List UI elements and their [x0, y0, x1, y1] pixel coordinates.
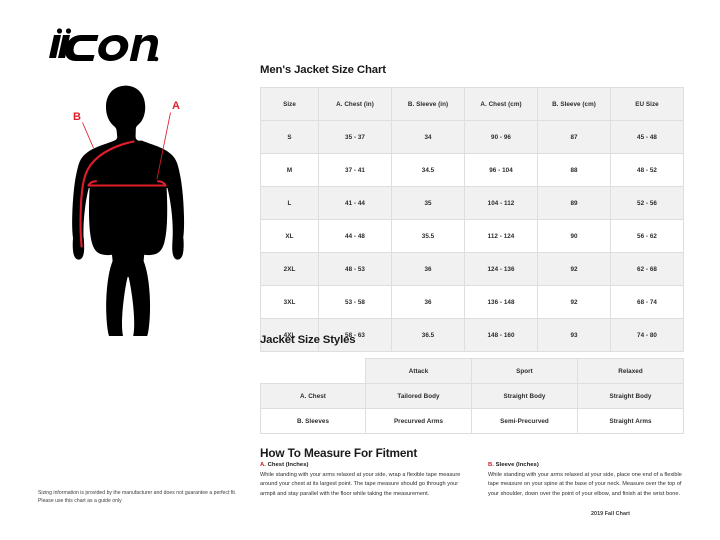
cell-r1-c1: 37 - 41	[318, 153, 392, 187]
cell-r6-c5: 74 - 80	[610, 318, 684, 352]
style-cell-r0-c1: Tailored Body	[365, 383, 472, 409]
cell-r4-c0: 2XL	[260, 252, 319, 286]
right-panel: Men's Jacket Size Chart Size A. Chest (in…	[259, 0, 720, 540]
style-cell-r1-c3: Straight Arms	[577, 408, 684, 434]
cell-r5-c2: 36	[391, 285, 465, 319]
table-row: XL 44 - 48 35.5 112 - 124 90 56 - 62	[260, 219, 684, 253]
style-cell-r0-c0: A. Chest	[260, 383, 366, 409]
cell-r3-c5: 56 - 62	[610, 219, 684, 253]
cell-r0-c4: 87	[537, 120, 611, 154]
column-header-0: Size	[260, 87, 319, 121]
cell-r2-c2: 35	[391, 186, 465, 220]
measure-sleeve-heading: B. Sleeve (Inches)	[488, 462, 690, 468]
cell-r5-c4: 92	[537, 285, 611, 319]
cell-r3-c1: 44 - 48	[318, 219, 392, 253]
cell-r3-c2: 35.5	[391, 219, 465, 253]
icon-brand-logo	[36, 26, 160, 68]
cell-r5-c1: 53 - 58	[318, 285, 392, 319]
measure-sleeve-key: B.	[488, 462, 494, 468]
style-header-2: Relaxed	[577, 358, 684, 384]
cell-r4-c3: 124 - 136	[464, 252, 538, 286]
cell-r2-c5: 52 - 56	[610, 186, 684, 220]
styles-header-row: Attack Sport Relaxed	[261, 358, 684, 384]
jacket-size-styles-table: Attack Sport Relaxed A. Chest Tailored Body S…	[260, 358, 684, 434]
style-cell-r1-c2: Semi-Precurved	[471, 408, 578, 434]
mens-jacket-size-table: Size A. Chest (in) B. Sleeve (in) A. Chest …	[260, 87, 684, 352]
cell-r1-c5: 48 - 52	[610, 153, 684, 187]
column-header-1: A. Chest (in)	[318, 87, 392, 121]
column-header-4: B. Sleeve (cm)	[537, 87, 611, 121]
measure-chest-heading: A. Chest (Inches)	[260, 462, 462, 468]
cell-r1-c0: M	[260, 153, 319, 187]
measure-chest-label: Chest (Inches)	[267, 462, 309, 468]
cell-r1-c2: 34.5	[391, 153, 465, 187]
cell-r5-c5: 68 - 74	[610, 285, 684, 319]
table-header-row: Size A. Chest (in) B. Sleeve (in) A. Chest …	[260, 87, 684, 121]
left-panel: A B Sizing information is provided by th…	[0, 0, 250, 540]
column-header-3: A. Chest (cm)	[464, 87, 538, 121]
cell-r0-c3: 90 - 96	[464, 120, 538, 154]
cell-r6-c3: 148 - 160	[464, 318, 538, 352]
measurement-figure: A B	[52, 84, 218, 336]
figure-marker-b: B	[73, 111, 81, 123]
cell-r4-c5: 62 - 68	[610, 252, 684, 286]
cell-r3-c0: XL	[260, 219, 319, 253]
style-cell-r1-c1: Precurved Arms	[365, 408, 472, 434]
style-header-1: Sport	[471, 358, 578, 384]
how-to-measure-columns: A. Chest (Inches) While standing with yo…	[260, 462, 690, 500]
style-cell-r1-c0: B. Sleeves	[260, 408, 366, 434]
styles-corner-cell	[261, 359, 366, 384]
size-chart-title: Men's Jacket Size Chart	[260, 64, 386, 76]
measure-chest-key: A.	[260, 462, 266, 468]
cell-r6-c0: 4XL	[260, 318, 319, 352]
cell-r5-c3: 136 - 148	[464, 285, 538, 319]
cell-r2-c3: 104 - 112	[464, 186, 538, 220]
style-header-0: Attack	[365, 358, 472, 384]
style-cell-r0-c3: Straight Body	[577, 383, 684, 409]
cell-r0-c5: 45 - 48	[610, 120, 684, 154]
column-header-5: EU Size	[610, 87, 684, 121]
measure-chest-body: While standing with your arms relaxed at…	[260, 471, 461, 498]
table-row: L 41 - 44 35 104 - 112 89 52 - 56	[260, 186, 684, 220]
table-row: 4XL 58 - 63 36.5 148 - 160 93 74 - 80	[260, 318, 684, 352]
table-row: M 37 - 41 34.5 96 - 104 88 48 - 52	[260, 153, 684, 187]
cell-r6-c2: 36.5	[391, 318, 465, 352]
cell-r6-c4: 93	[537, 318, 611, 352]
styles-row: B. Sleeves Precurved Arms Semi-Precurved St…	[260, 408, 684, 434]
table-row: 2XL 48 - 53 36 124 - 136 92 62 - 68	[260, 252, 684, 286]
cell-r2-c0: L	[260, 186, 319, 220]
cell-r0-c0: S	[260, 120, 319, 154]
figure-marker-a: A	[172, 100, 180, 112]
measure-chest-block: A. Chest (Inches) While standing with yo…	[260, 462, 462, 500]
measure-sleeve-body: While standing with your arms relaxed at…	[488, 471, 682, 498]
chart-year-label: 2019 Fall Chart	[591, 511, 630, 517]
cell-r1-c3: 96 - 104	[464, 153, 538, 187]
style-cell-r0-c2: Straight Body	[471, 383, 578, 409]
measure-sleeve-label: Sleeve (Inches)	[495, 462, 539, 468]
cell-r4-c2: 36	[391, 252, 465, 286]
cell-r3-c3: 112 - 124	[464, 219, 538, 253]
column-header-2: B. Sleeve (in)	[391, 87, 465, 121]
how-to-measure-title: How To Measure For Fitment	[260, 446, 418, 460]
cell-r0-c2: 34	[391, 120, 465, 154]
table-row: 3XL 53 - 58 36 136 - 148 92 68 - 74	[260, 285, 684, 319]
cell-r3-c4: 90	[537, 219, 611, 253]
measure-sleeve-block: B. Sleeve (Inches) While standing with y…	[488, 462, 690, 500]
style-chart-title: Jacket Size Styles	[260, 334, 356, 346]
cell-r4-c4: 92	[537, 252, 611, 286]
cell-r5-c0: 3XL	[260, 285, 319, 319]
styles-row: A. Chest Tailored Body Straight Body Straig…	[260, 383, 684, 409]
sizing-disclaimer: Sizing information is provided by the ma…	[38, 490, 237, 505]
cell-r1-c4: 88	[537, 153, 611, 187]
table-row: S 35 - 37 34 90 - 96 87 45 - 48	[260, 120, 684, 154]
cell-r2-c1: 41 - 44	[318, 186, 392, 220]
cell-r0-c1: 35 - 37	[318, 120, 392, 154]
cell-r4-c1: 48 - 53	[318, 252, 392, 286]
cell-r2-c4: 89	[537, 186, 611, 220]
